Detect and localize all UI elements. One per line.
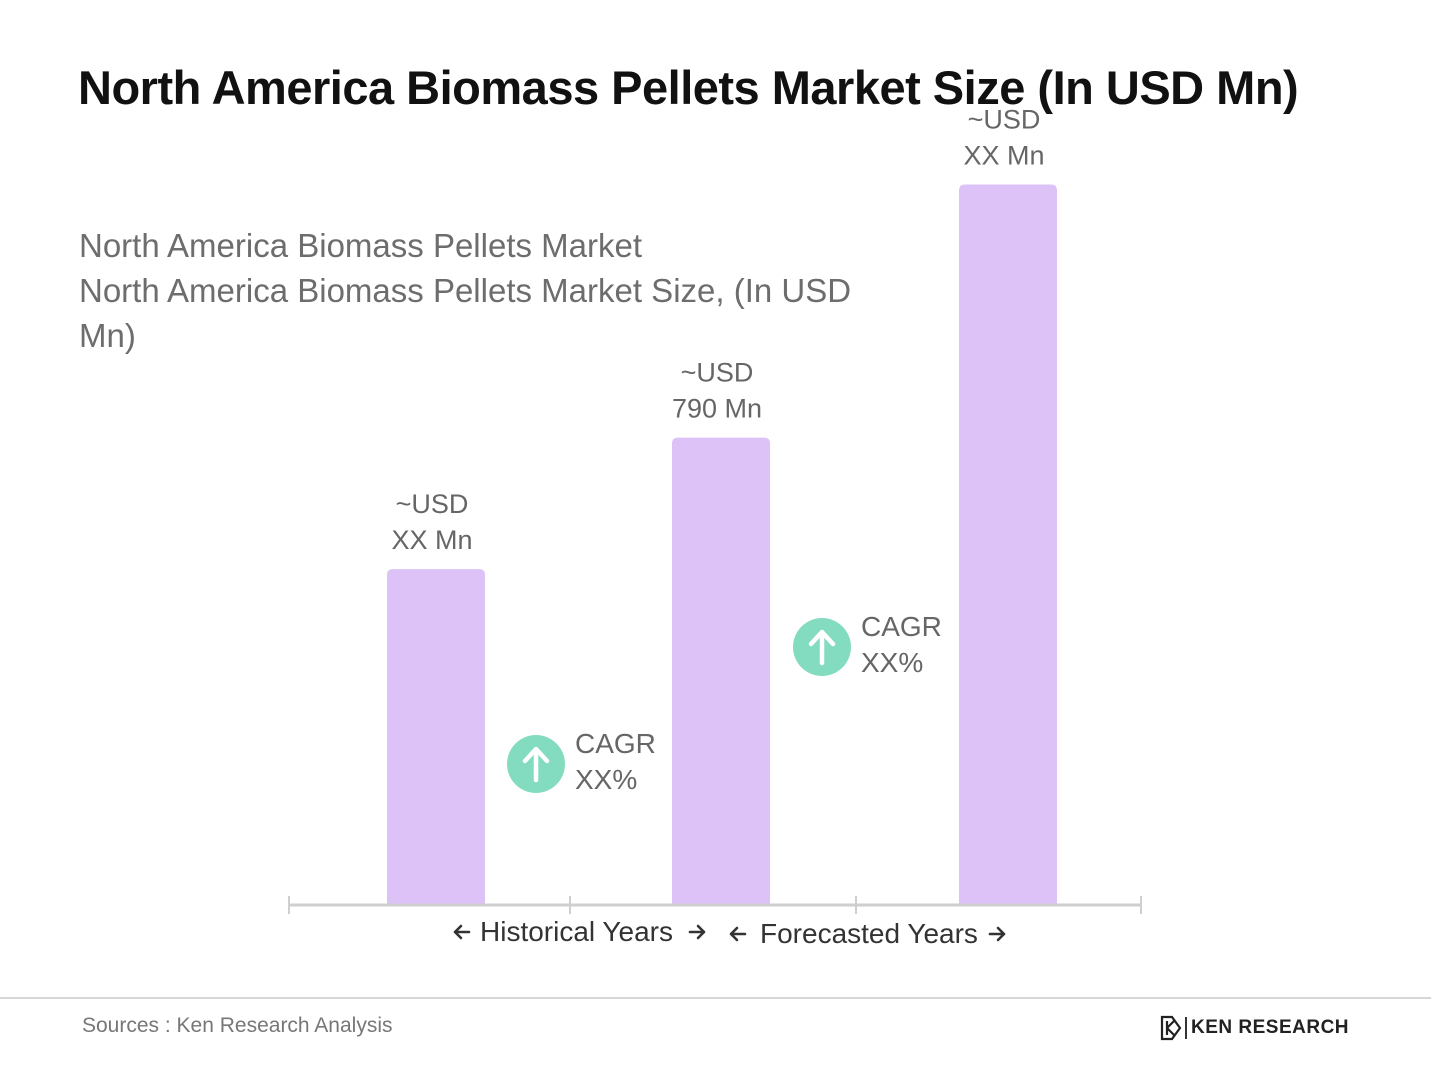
cagr-2-arrow-glyph [808, 629, 836, 666]
brand-logo-group: KEN RESEARCH [1160, 1014, 1349, 1042]
bar-2-label-line-1: ~USD [681, 358, 754, 388]
cagr-2-label: CAGR [861, 611, 942, 642]
bar-chart: ~USD XX Mn ~USD 790 Mn ~USD XX Mn CAGR XX% CAGR X… [288, 104, 1142, 949]
subtitle-line-2: North America Biomass Pellets Market Siz… [79, 272, 852, 354]
chart-title: North America Biomass Pellets Market Siz… [78, 61, 1299, 114]
forecasted-right-arrow-icon [988, 926, 1006, 942]
subtitle-line-1: North America Biomass Pellets Market [79, 227, 643, 264]
bar-3-label-line-1: ~USD [968, 104, 1041, 134]
forecasted-years-label: Forecasted Years [760, 918, 978, 949]
historical-left-arrow-icon [453, 924, 471, 940]
cagr-1-arrow-glyph [522, 746, 550, 783]
ken-research-logo-icon [1160, 1015, 1182, 1041]
chart-subtitle: North America Biomass Pellets Market Nor… [79, 223, 899, 358]
cagr-1-label: CAGR [575, 728, 656, 759]
cagr-1-value: XX% [575, 764, 637, 795]
historical-years-label: Historical Years [480, 916, 673, 947]
source-note: Sources : Ken Research Analysis [82, 1014, 393, 1037]
footer-divider [0, 997, 1431, 999]
brand-name: KEN RESEARCH [1191, 1017, 1350, 1038]
bar-3 [959, 184, 1057, 905]
bar-2 [672, 437, 770, 905]
bar-2-label-line-2: 790 Mn [672, 394, 762, 424]
brand-separator [1185, 1017, 1187, 1039]
bar-1-label-line-2: XX Mn [391, 525, 472, 555]
bar-3-label-line-2: XX Mn [963, 140, 1044, 170]
cagr-2-value: XX% [861, 647, 923, 678]
bar-1 [387, 569, 485, 905]
historical-right-arrow-icon [688, 924, 706, 940]
forecasted-left-arrow-icon [729, 926, 747, 942]
bar-1-label-line-1: ~USD [396, 489, 469, 519]
